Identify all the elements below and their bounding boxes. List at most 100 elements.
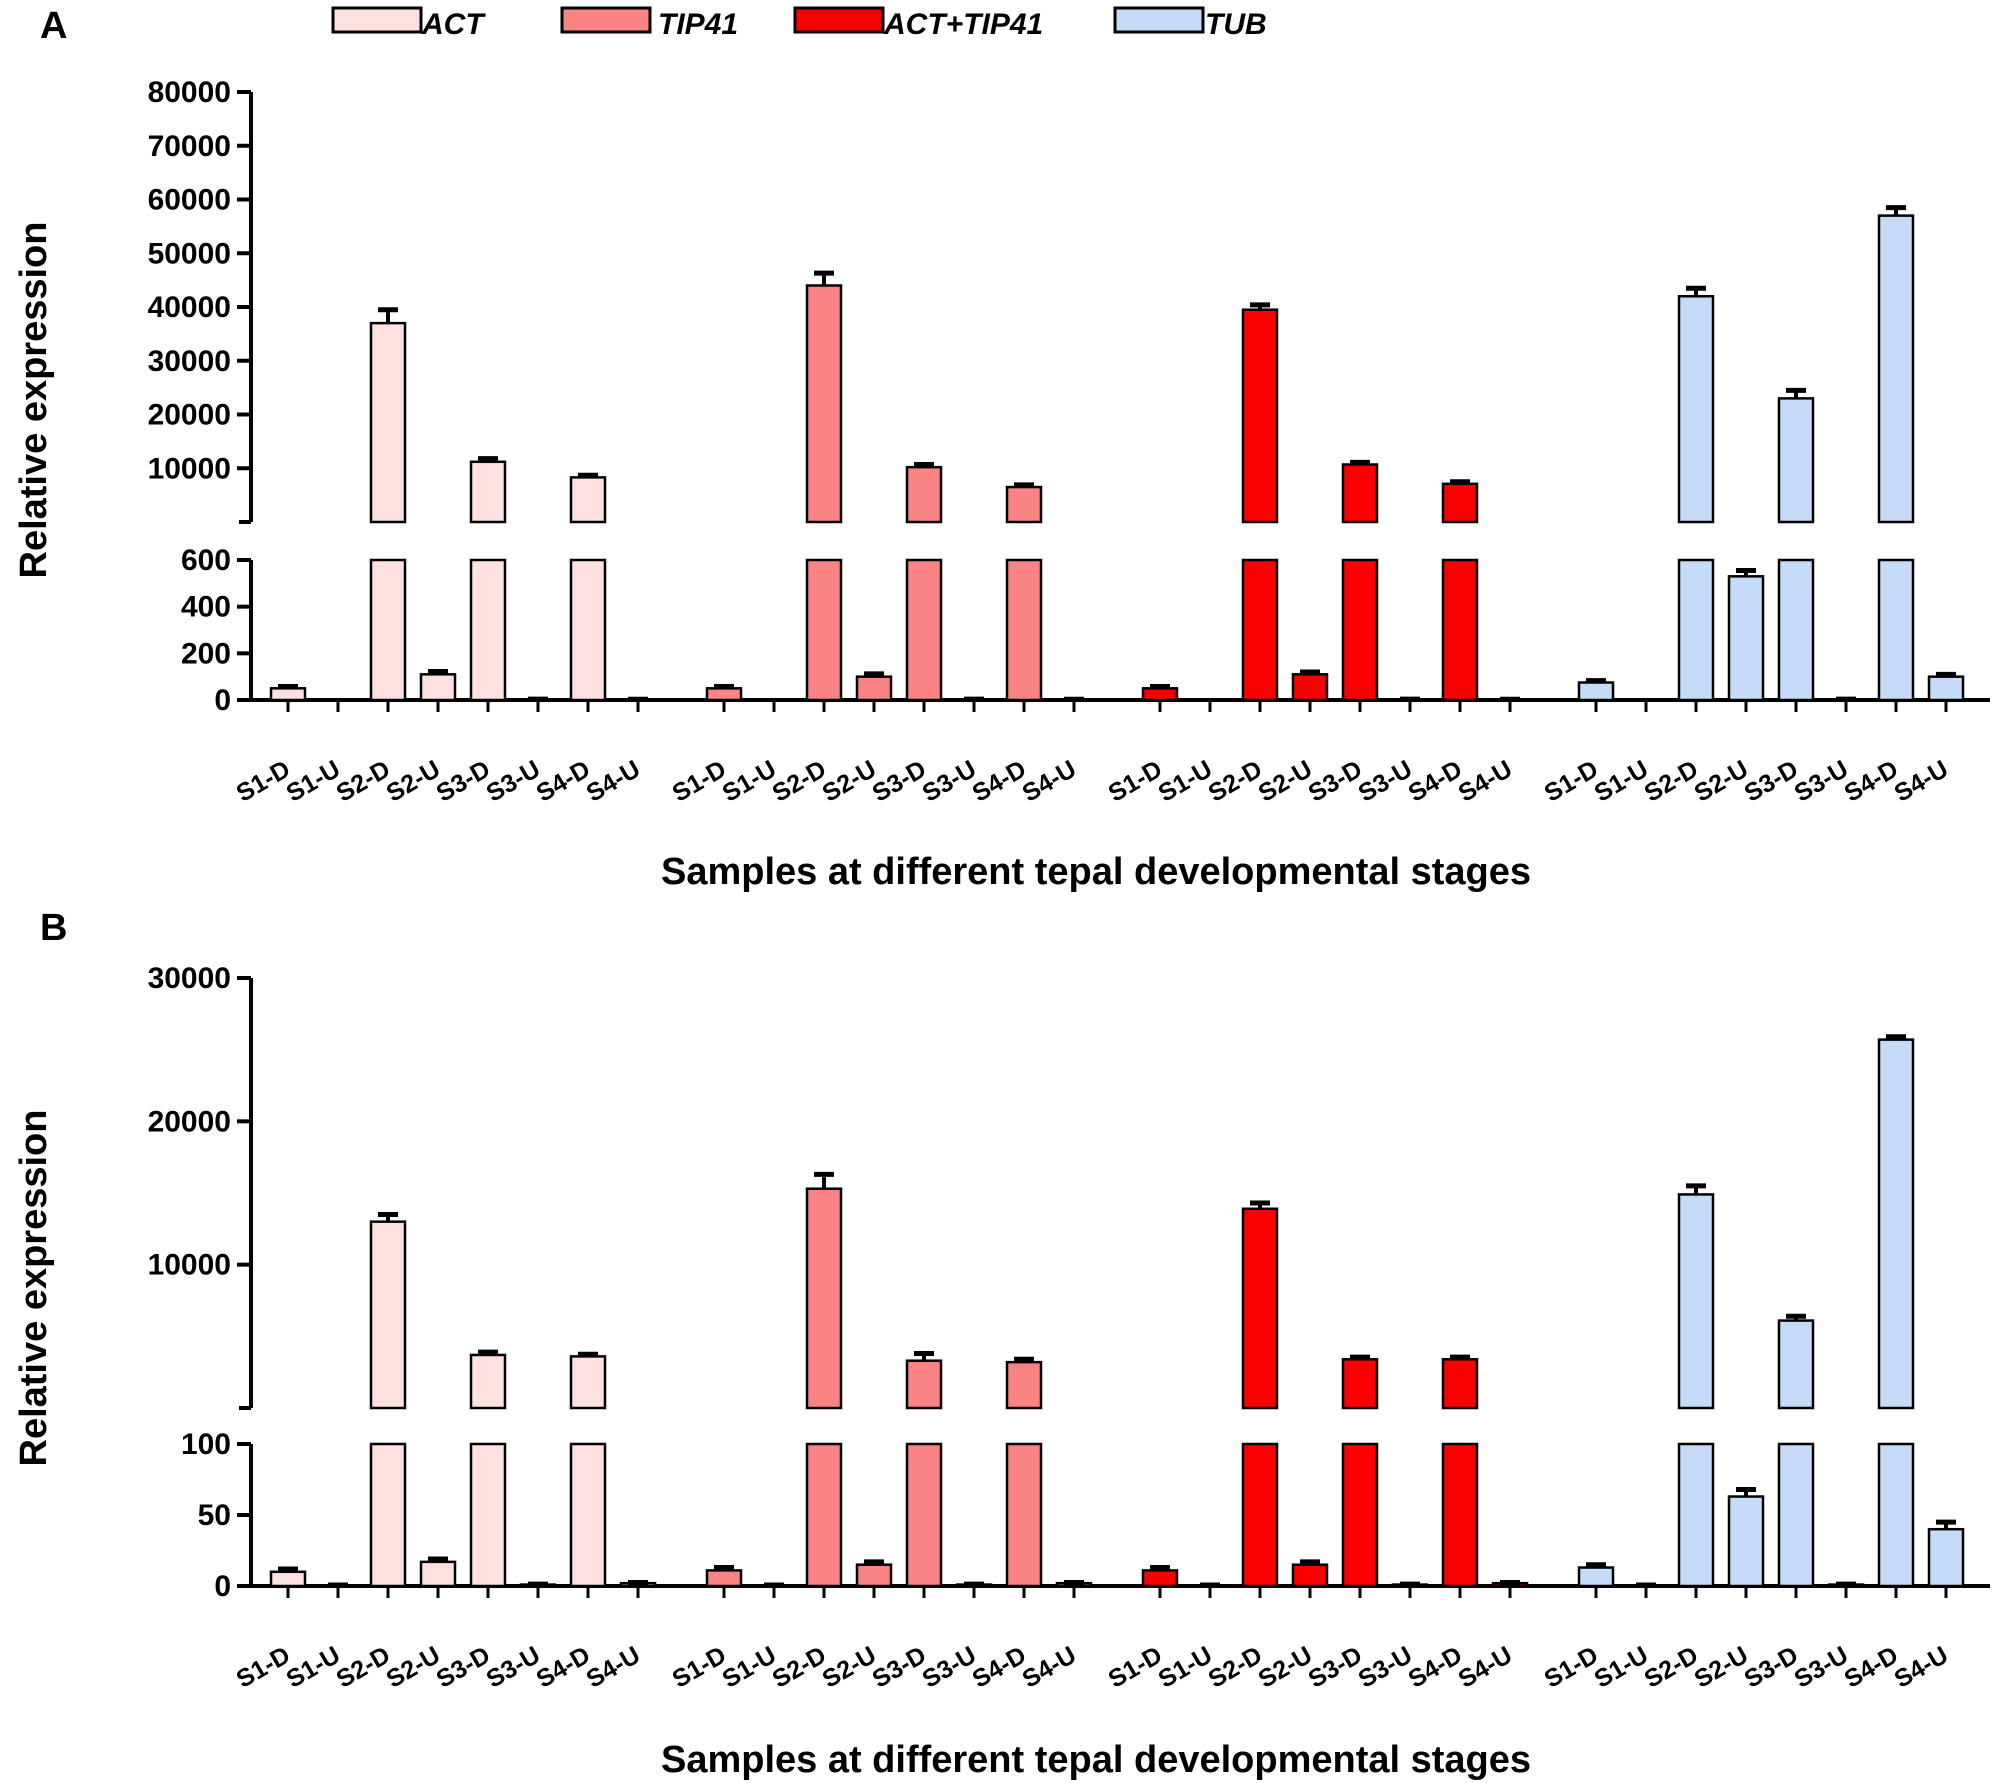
panel-a-act-tip41-s2-u-bar <box>1291 673 1329 702</box>
panel-b-y-tick-label-10000: 10000 <box>148 1249 231 1282</box>
panel-a-act-s3-d-bar-lower <box>469 558 507 702</box>
panel-a-act-tip41-s3-d-bar-lower <box>1341 558 1379 702</box>
panel-a-y-tick-label-50000: 50000 <box>148 237 231 270</box>
panel-a-tub-s4-d-bar-lower <box>1877 558 1915 702</box>
panel-a-tub-s4-u-bar <box>1927 675 1965 702</box>
panel-b-tub-s4-u-bar <box>1927 1527 1965 1588</box>
panel-b-act-tip41-s3-d-bar-lower <box>1341 1442 1379 1588</box>
panel-b-tub-s2-d-bar-lower <box>1677 1442 1715 1588</box>
panel-b-tip41-s2-d-bar-upper <box>805 1187 843 1410</box>
panel-a-tub-s3-d-bar-upper <box>1777 397 1815 524</box>
panel-b-y-tick-label-low-100: 100 <box>181 1428 231 1461</box>
panel-b-y-axis-title: Relative expression <box>13 1110 55 1467</box>
panel-a-tub-s4-d-bar-upper <box>1877 214 1915 524</box>
panel-a-y-tick-label-low-200: 200 <box>181 637 231 670</box>
panel-b-tub-s4-d-bar-upper <box>1877 1038 1915 1410</box>
panel-a-y-tick-label-80000: 80000 <box>148 76 231 109</box>
panel-a-y-tick-label-60000: 60000 <box>148 184 231 217</box>
legend: ACT TIP41 ACT+TIP41 TUB <box>331 6 1267 41</box>
panel-a-act-s2-d-bar-upper <box>369 321 407 524</box>
legend-item-act-tip41: ACT+TIP41 <box>793 6 1043 41</box>
panel-a-y-axis-title: Relative expression <box>13 222 55 579</box>
panel-a-act-s1-d-bar <box>269 687 307 702</box>
panel-a-series-tip41: S1-DS1-US2-DS2-US3-DS3-US4-DS4-U <box>668 270 1093 808</box>
panel-a-y-tick-label-low-400: 400 <box>181 591 231 624</box>
panel-a-tub-s2-u-bar <box>1727 575 1765 702</box>
legend-swatch-tip41 <box>560 6 652 34</box>
panel-a-act-s2-u-bar <box>419 673 457 702</box>
panel-b-tip41-s2-u-bar <box>855 1563 893 1588</box>
panel-a-tub-s4-u-x-label: S4-U <box>1890 755 1953 808</box>
panel-b-series-tip41: S1-DS1-US2-DS2-US3-DS3-US4-DS4-U <box>668 1171 1093 1694</box>
panel-a-tip41-s3-d-bar-lower <box>905 558 943 702</box>
panel-b-tip41-s3-d-bar-lower <box>905 1442 943 1588</box>
panel-b-tip41-s3-d-bar-upper <box>905 1359 943 1410</box>
panel-a-y-tick-label-20000: 20000 <box>148 399 231 432</box>
legend-label-act-tip41: ACT+TIP41 <box>883 8 1043 41</box>
panel-a-act-s4-u-x-label: S4-U <box>582 755 645 808</box>
panel-a-tip41-s2-d-bar-lower <box>805 558 843 702</box>
panel-b-act-s3-d-bar-upper <box>469 1353 507 1410</box>
legend-swatch-act-tip41 <box>793 6 885 34</box>
panel-b-tip41-s1-d-bar <box>705 1569 743 1588</box>
panel-b-tub-s2-d-bar-upper <box>1677 1193 1715 1410</box>
panel-a-act-s4-d-bar-upper <box>569 476 607 524</box>
panel-a-act-s2-d-bar-lower <box>369 558 407 702</box>
panel-a-act-tip41-s3-d-bar-upper <box>1341 463 1379 524</box>
panel-b-tub-s3-d-bar-upper <box>1777 1319 1815 1410</box>
panel-a-tip41-s1-d-bar <box>705 687 743 702</box>
panel-a-act-tip41-s4-u-x-label: S4-U <box>1454 755 1517 808</box>
panel-b-y-tick-label-30000: 30000 <box>148 962 231 995</box>
panel-b-act-s2-d-bar-lower <box>369 1442 407 1588</box>
panel-b-x-axis-title: Samples at different tepal developmental… <box>661 1739 1531 1781</box>
legend-item-tub: TUB <box>1113 6 1267 41</box>
panel-b-y-tick-label-20000: 20000 <box>148 1105 231 1138</box>
legend-label-tip41: TIP41 <box>658 8 738 41</box>
panel-b-act-tip41-s4-d-bar-lower <box>1441 1442 1479 1588</box>
panel-a-tip41-s2-u-bar <box>855 675 893 702</box>
panel-b-tip41-s4-d-bar-upper <box>1005 1360 1043 1410</box>
legend-item-act: ACT <box>331 6 486 41</box>
panel-b-act-tip41-s4-u-x-label: S4-U <box>1454 1641 1517 1694</box>
panel-b-act-s1-d-bar <box>269 1570 307 1588</box>
panel-a-series-act: S1-DS1-US2-DS2-US3-DS3-US4-DS4-U <box>232 307 657 808</box>
panel-b-act-tip41-s4-d-bar-upper <box>1441 1358 1479 1410</box>
panel-label-a: A <box>40 5 67 47</box>
panel-b-act-s2-u-bar <box>419 1560 457 1588</box>
panel-b-act-tip41-s1-d-bar <box>1141 1569 1179 1588</box>
panel-b-y-tick-label-low-0: 0 <box>214 1570 231 1603</box>
panel-b-tub-s2-u-bar <box>1727 1495 1765 1588</box>
panel-b-series-act: S1-DS1-US2-DS2-US3-DS3-US4-DS4-U <box>232 1212 657 1694</box>
panel-b-act-tip41-s3-d-bar-upper <box>1341 1358 1379 1410</box>
panel-a-act-tip41-s1-d-bar <box>1141 687 1179 702</box>
panel-b-act-tip41-s2-d-bar-upper <box>1241 1207 1279 1410</box>
panel-b-series-tub: S1-DS1-US2-DS2-US3-DS3-US4-DS4-U <box>1540 1034 1965 1694</box>
panel-label-b: B <box>40 907 67 949</box>
panel-b-act-s3-d-bar-lower <box>469 1442 507 1588</box>
panel-b-tub-s3-d-bar-lower <box>1777 1442 1815 1588</box>
panel-a-tip41-s4-u-x-label: S4-U <box>1018 755 1081 808</box>
panel-b-act-s2-d-bar-upper <box>369 1220 407 1410</box>
panel-b-act-tip41-s2-d-bar-lower <box>1241 1442 1279 1588</box>
panel-a-tip41-s4-d-bar-upper <box>1005 485 1043 524</box>
panel-a-act-s3-d-bar-upper <box>469 460 507 524</box>
panel-a-act-s4-d-bar-lower <box>569 558 607 702</box>
panel-a-tub-s3-d-bar-lower <box>1777 558 1815 702</box>
panel-a-tip41-s2-d-bar-upper <box>805 284 843 524</box>
panel-a-tub-s2-d-bar-lower <box>1677 558 1715 702</box>
panel-a-y-tick-label-40000: 40000 <box>148 291 231 324</box>
panel-b-tub-s1-d-bar <box>1577 1566 1615 1588</box>
panel-a-act-tip41-s4-d-bar-lower <box>1441 558 1479 702</box>
panel-a-chart: 10000 20000 30000 40000 50000 60000 70000 80000… <box>13 76 1990 893</box>
panel-a-act-tip41-s2-d-bar-upper <box>1241 308 1279 524</box>
panel-a-series-tub: S1-DS1-US2-DS2-US3-DS3-US4-DS4-U <box>1540 205 1965 808</box>
panel-a-y-tick-label-low-600: 600 <box>181 544 231 577</box>
panel-b-tub-s4-u-x-label: S4-U <box>1890 1641 1953 1694</box>
panel-a-series-act-tip41: S1-DS1-US2-DS2-US3-DS3-US4-DS4-U <box>1104 302 1529 808</box>
legend-swatch-act <box>331 6 423 34</box>
panel-b-act-s4-u-x-label: S4-U <box>582 1641 645 1694</box>
panel-a-y-tick-label-70000: 70000 <box>148 130 231 163</box>
legend-label-act: ACT <box>421 8 486 41</box>
panel-b-tip41-s4-d-bar-lower <box>1005 1442 1043 1588</box>
